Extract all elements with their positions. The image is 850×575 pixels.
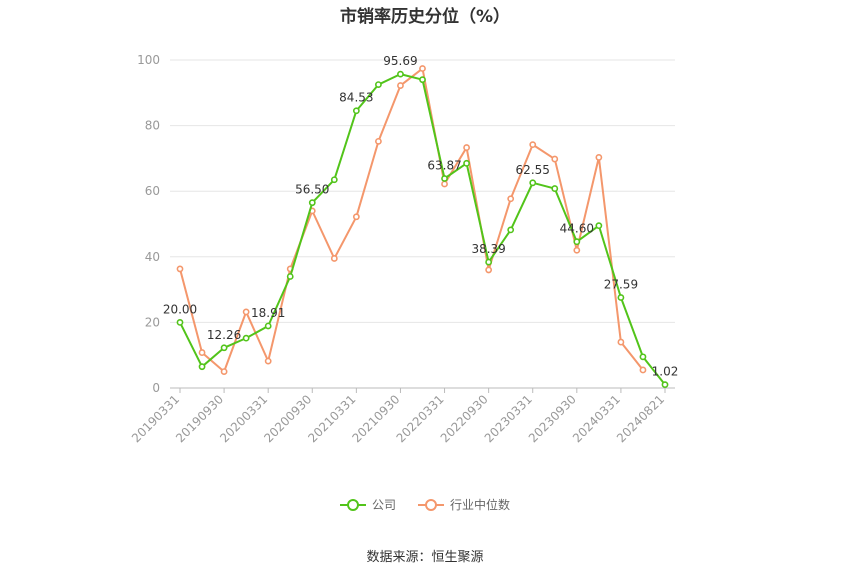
x-tick-label: 20240821 <box>614 392 667 445</box>
legend-marker-industry-median <box>418 498 444 512</box>
data-point-industry-median <box>639 366 647 374</box>
data-point-company <box>529 179 537 187</box>
data-point-company <box>375 81 382 88</box>
series-line-industry-median <box>179 67 644 373</box>
data-point-company <box>286 273 294 280</box>
data-point-industry-median <box>242 308 250 316</box>
chart-legend: 公司 行业中位数 <box>0 496 850 513</box>
data-point-industry-median <box>595 154 603 161</box>
legend-label-company: 公司 <box>371 498 396 512</box>
data-point-company <box>551 185 559 192</box>
data-point-industry-median <box>463 144 470 151</box>
y-tick-label: 0 <box>152 381 160 395</box>
data-point-company <box>639 353 647 361</box>
data-point-company <box>573 238 581 246</box>
data-point-industry-median <box>198 349 206 356</box>
data-label: 27.59 <box>604 278 638 292</box>
data-point-company <box>507 226 515 234</box>
data-point-company <box>176 318 184 326</box>
data-point-industry-median <box>507 195 515 203</box>
legend-item-company[interactable]: 公司 <box>339 496 396 513</box>
data-point-industry-median <box>375 137 382 145</box>
data-point-industry-median <box>551 155 559 163</box>
y-tick-label: 60 <box>145 184 160 198</box>
data-point-industry-median <box>176 265 184 273</box>
data-point-industry-median <box>617 338 625 346</box>
data-point-company <box>595 222 603 230</box>
data-point-industry-median <box>529 141 537 149</box>
data-point-company <box>485 258 493 266</box>
line-chart: 0204060801002019033120190930202003312020… <box>129 53 679 445</box>
data-label: 95.69 <box>383 54 417 68</box>
y-tick-label: 80 <box>145 119 160 133</box>
data-label: 44.60 <box>560 222 594 236</box>
data-point-company <box>397 70 404 78</box>
data-point-industry-median <box>419 65 426 72</box>
y-tick-label: 20 <box>145 315 160 329</box>
legend-label-industry-median: 行业中位数 <box>450 498 511 512</box>
data-point-company <box>264 322 272 330</box>
data-point-industry-median <box>352 213 360 221</box>
data-point-company <box>352 107 360 115</box>
data-point-industry-median <box>485 266 493 274</box>
data-label: 84.53 <box>339 91 373 105</box>
data-point-company <box>220 344 228 352</box>
chart-title: 市销率历史分位（%） <box>339 7 511 27</box>
data-point-industry-median <box>573 246 581 254</box>
data-label: 12.26 <box>207 328 241 342</box>
data-point-industry-median <box>441 180 448 188</box>
legend-item-industry-median[interactable]: 行业中位数 <box>418 496 510 513</box>
data-point-company <box>463 159 470 167</box>
data-label: 56.50 <box>295 183 329 197</box>
data-label: 62.55 <box>516 163 550 177</box>
data-point-company <box>242 334 250 342</box>
data-point-company <box>617 294 625 301</box>
data-label: 20.00 <box>163 302 197 316</box>
data-label: 1.02 <box>652 365 679 379</box>
data-point-industry-median <box>397 82 404 89</box>
data-point-industry-median <box>264 357 272 365</box>
data-point-company <box>308 199 316 207</box>
data-point-company <box>419 76 426 84</box>
data-label: 63.87 <box>427 159 461 173</box>
data-point-company <box>441 175 448 182</box>
legend-marker-company <box>339 498 366 512</box>
data-label: 18.91 <box>251 306 285 320</box>
data-point-industry-median <box>330 255 338 262</box>
y-tick-label: 100 <box>137 53 160 67</box>
data-label: 38.39 <box>471 242 505 256</box>
data-point-company <box>661 381 669 389</box>
data-point-company <box>198 363 206 371</box>
data-point-company <box>330 176 338 184</box>
data-point-industry-median <box>220 368 228 375</box>
y-tick-label: 40 <box>145 250 160 264</box>
data-source-note: 数据来源：恒生聚源 <box>366 550 484 565</box>
